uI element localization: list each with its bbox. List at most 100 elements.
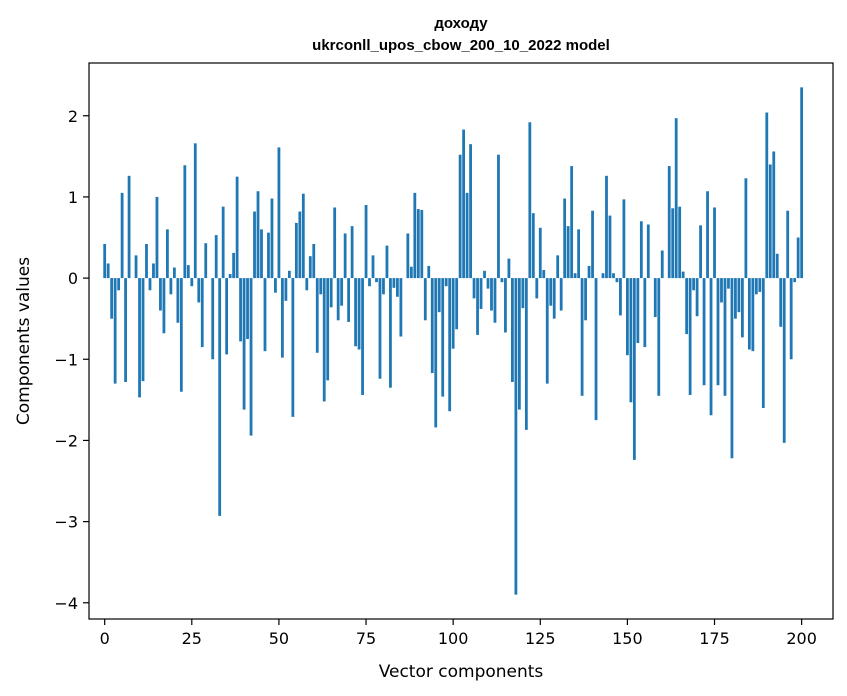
- bar-13: [148, 278, 152, 291]
- bar-111: [490, 278, 493, 311]
- bar-22: [179, 278, 183, 392]
- bar-184: [744, 178, 748, 279]
- bar-106: [472, 278, 476, 299]
- bar-25: [190, 278, 194, 287]
- bar-75: [364, 205, 368, 279]
- bar-9: [134, 255, 138, 279]
- bar-108: [479, 278, 483, 309]
- bar-175: [713, 207, 716, 279]
- bar-80: [382, 278, 385, 295]
- bar-199: [796, 237, 800, 279]
- y-tick-label: −4: [54, 594, 78, 613]
- bar-123: [531, 213, 535, 279]
- bar-109: [483, 270, 486, 279]
- bar-70: [347, 278, 351, 322]
- x-tick-label: 0: [100, 629, 110, 648]
- bar-152: [632, 278, 636, 460]
- bar-47: [267, 232, 270, 279]
- bar-21: [176, 278, 180, 323]
- bar-137: [580, 278, 584, 396]
- bar-196: [786, 210, 790, 279]
- bar-5: [120, 192, 124, 279]
- bar-189: [761, 278, 765, 408]
- bar-176: [716, 278, 720, 386]
- bar-151: [629, 278, 633, 403]
- bar-33: [218, 278, 222, 516]
- x-axis-ticks: 0 25 50 75 100 125 150 175 200: [100, 619, 817, 648]
- bar-118: [514, 278, 518, 595]
- bar-178: [723, 278, 727, 396]
- bar-145: [608, 215, 612, 279]
- bar-45: [260, 229, 263, 279]
- bar-126: [542, 269, 546, 279]
- y-tick-label: −3: [54, 513, 78, 532]
- bar-93: [427, 265, 431, 279]
- bar-60: [312, 244, 316, 279]
- bar-4: [117, 278, 121, 291]
- bar-59: [308, 256, 312, 279]
- bar-98: [444, 278, 448, 287]
- y-tick-label: −2: [54, 431, 78, 450]
- bar-163: [671, 208, 675, 279]
- bar-179: [727, 278, 730, 289]
- bar-11: [141, 278, 145, 382]
- bar-27: [197, 278, 201, 303]
- y-tick-label: −1: [54, 350, 78, 369]
- bar-136: [577, 229, 581, 279]
- bar-14: [152, 263, 155, 279]
- bar-153: [636, 278, 640, 344]
- bar-54: [291, 278, 295, 417]
- chart-title: доходу: [434, 15, 488, 32]
- chart-subtitle: ukrconll_upos_cbow_200_10_2022 model: [312, 37, 610, 54]
- bar-128: [549, 278, 553, 306]
- bar-169: [692, 278, 695, 291]
- bar-39: [239, 278, 242, 342]
- bar-6: [124, 278, 127, 382]
- bar-140: [591, 210, 594, 279]
- y-tick-label: 1: [68, 188, 78, 207]
- x-tick-label: 175: [699, 629, 730, 648]
- bar-150: [626, 278, 629, 356]
- bar-79: [378, 278, 382, 379]
- y-tick-label: 0: [68, 269, 78, 288]
- bar-87: [406, 233, 410, 279]
- bar-117: [511, 278, 514, 382]
- bar-15: [155, 196, 159, 279]
- bar-127: [545, 278, 549, 384]
- bar-154: [639, 221, 643, 279]
- bar-116: [507, 258, 511, 279]
- bar-103: [462, 129, 466, 279]
- bar-10: [138, 278, 141, 398]
- bar-148: [619, 278, 622, 316]
- bar-series: [103, 87, 804, 595]
- y-axis-ticks: −4 −3 −2 −1 0 1 2: [54, 107, 89, 613]
- x-tick-label: 50: [269, 629, 289, 648]
- bar-66: [333, 207, 337, 279]
- bar-144: [605, 175, 608, 279]
- bar-138: [584, 278, 587, 321]
- bar-18: [166, 229, 169, 279]
- bar-120: [521, 278, 525, 309]
- bar-134: [570, 166, 574, 279]
- bar-100: [451, 278, 455, 349]
- bar-83: [392, 278, 396, 288]
- bar-34: [221, 206, 225, 279]
- bar-141: [594, 278, 598, 421]
- bar-61: [315, 278, 319, 353]
- bar-99: [448, 278, 452, 412]
- bar-180: [730, 278, 734, 459]
- bar-183: [741, 278, 744, 338]
- x-tick-label: 25: [182, 629, 202, 648]
- x-tick-label: 125: [525, 629, 556, 648]
- x-tick-label: 200: [786, 629, 817, 648]
- bar-38: [235, 176, 239, 279]
- bar-168: [688, 278, 692, 395]
- bar-115: [504, 278, 507, 333]
- bar-19: [169, 278, 173, 295]
- bar-130: [556, 255, 560, 279]
- bar-41: [246, 278, 249, 339]
- bar-64: [326, 278, 330, 381]
- bar-35: [225, 278, 229, 355]
- bar-73: [357, 278, 361, 350]
- bar-167: [685, 278, 689, 335]
